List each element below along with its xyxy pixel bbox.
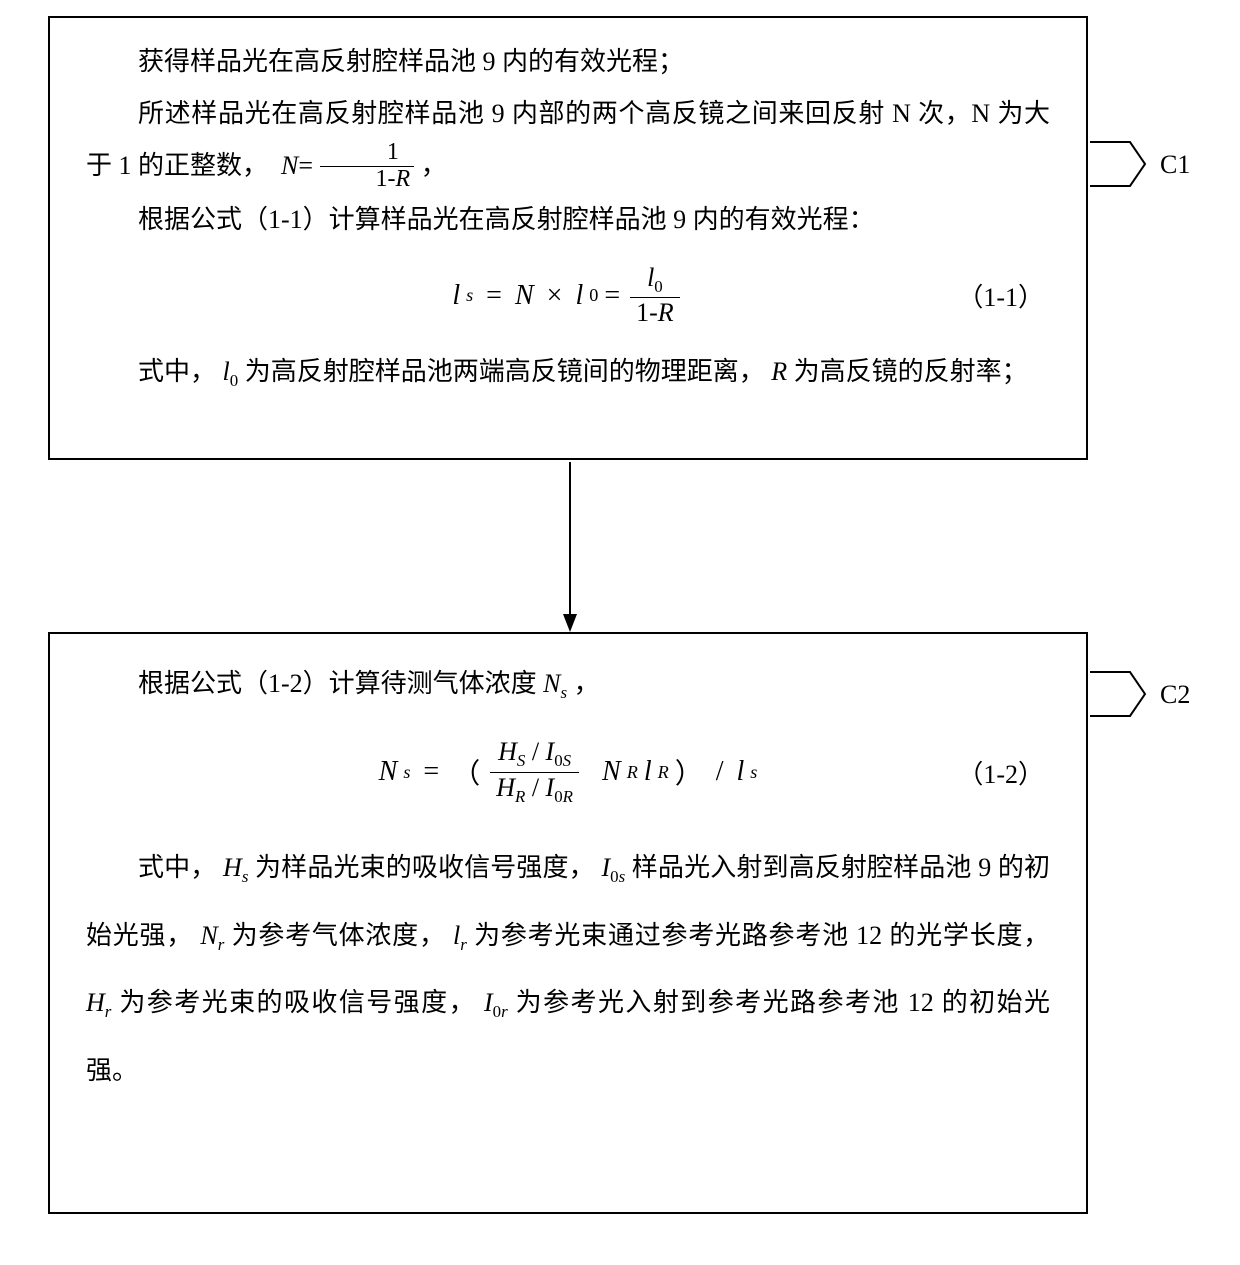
bracket-c1 bbox=[1090, 134, 1160, 194]
sym-I0r-sub0: 0 bbox=[493, 1002, 501, 1021]
c2-p2-b: 为样品光束的吸收信号强度， bbox=[255, 853, 601, 882]
c2-p2-e: 为参考光束通过参考光路参考池 12 的光学长度， bbox=[474, 921, 1050, 950]
sym-Hs: H bbox=[223, 853, 242, 882]
sym-I0r: I bbox=[484, 988, 493, 1017]
label-c1: C1 bbox=[1160, 150, 1190, 180]
c1-n-equals: N bbox=[275, 151, 299, 180]
c1-line1: 获得样品光在高反射腔样品池 9 内的有效光程； bbox=[86, 36, 1050, 88]
c1-inline-frac: 1 1-R bbox=[320, 140, 415, 191]
c2-p2-f: 为参考光束的吸收信号强度， bbox=[119, 988, 476, 1017]
equation-1-1-body: ls = N × l0 = l0 1-R bbox=[452, 264, 683, 328]
c2-p2-d: 为参考气体浓度， bbox=[232, 921, 446, 950]
c1-l4-c: 为高反镜的反射率； bbox=[794, 357, 1028, 386]
c1-frac-num: 1 bbox=[331, 140, 403, 165]
sym-I0r-subr: r bbox=[501, 1002, 508, 1021]
c1-l4-a: 式中， bbox=[138, 357, 216, 386]
c2-line2: 式中， Hs 为样品光束的吸收信号强度， I0s 样品光入射到高反射腔样品池 9… bbox=[86, 834, 1050, 1104]
sym-R: R bbox=[771, 357, 787, 386]
sym-I0s-subs: s bbox=[619, 867, 626, 886]
c2-p2-a: 式中， bbox=[138, 853, 223, 882]
equation-1-2: Ns = （ HS / I0S HR / I0R NR lR ） / ls （1… bbox=[86, 724, 1050, 820]
arrow-c1-to-c2 bbox=[562, 462, 578, 632]
sym-Nr-sub: r bbox=[218, 935, 225, 954]
equation-1-1: ls = N × l0 = l0 1-R （1-1） bbox=[86, 260, 1050, 332]
c1-line3: 根据公式（1-1）计算样品光在高反射腔样品池 9 内的有效光程： bbox=[86, 194, 1050, 246]
sym-Hs-sub: s bbox=[242, 867, 249, 886]
flowchart-page: 获得样品光在高反射腔样品池 9 内的有效光程； 所述样品光在高反射腔样品池 9 … bbox=[0, 0, 1240, 1265]
sym-Hr: H bbox=[86, 988, 105, 1017]
bracket-c2 bbox=[1090, 664, 1160, 724]
label-c2: C2 bbox=[1160, 680, 1190, 710]
sym-Ns-sub: s bbox=[561, 683, 568, 702]
c2-l1-prefix: 根据公式（1-2）计算待测气体浓度 bbox=[138, 669, 543, 698]
c1-line2-suffix: ， bbox=[421, 151, 447, 180]
sym-I0s-sub0: 0 bbox=[610, 867, 618, 886]
equation-1-2-number: （1-2） bbox=[957, 754, 1044, 791]
step-box-c1: 获得样品光在高反射腔样品池 9 内的有效光程； 所述样品光在高反射腔样品池 9 … bbox=[48, 16, 1088, 460]
sym-Hr-sub: r bbox=[105, 1002, 112, 1021]
c2-l1-suffix: ， bbox=[574, 669, 600, 698]
sym-I0s: I bbox=[601, 853, 610, 882]
c1-line4: 式中， l0 为高反射腔样品池两端高反镜间的物理距离， R 为高反镜的反射率； bbox=[86, 346, 1050, 398]
sym-Nr: N bbox=[200, 921, 217, 950]
c1-line2: 所述样品光在高反射腔样品池 9 内部的两个高反镜之间来回反射 N 次，N 为大于… bbox=[86, 88, 1050, 194]
step-box-c2: 根据公式（1-2）计算待测气体浓度 Ns ， Ns = （ HS / I0S H… bbox=[48, 632, 1088, 1214]
c1-frac-den: 1-R bbox=[320, 167, 415, 192]
c1-eq1-equals: = bbox=[298, 151, 313, 180]
sym-l0: l bbox=[223, 357, 230, 386]
c1-l4-b: 为高反射腔样品池两端高反镜间的物理距离， bbox=[245, 357, 765, 386]
sym-Ns: N bbox=[543, 669, 560, 698]
c1-line2-prefix: 所述样品光在高反射腔样品池 9 内部的两个高反镜之间来回反射 N 次，N 为大于… bbox=[86, 99, 1050, 180]
c2-line1: 根据公式（1-2）计算待测气体浓度 Ns ， bbox=[86, 658, 1050, 710]
equation-1-2-body: Ns = （ HS / I0S HR / I0R NR lR ） / ls bbox=[379, 738, 758, 807]
sym-lr-sub: r bbox=[460, 935, 467, 954]
sym-l0-sub: 0 bbox=[230, 371, 238, 390]
equation-1-1-number: （1-1） bbox=[957, 277, 1044, 314]
